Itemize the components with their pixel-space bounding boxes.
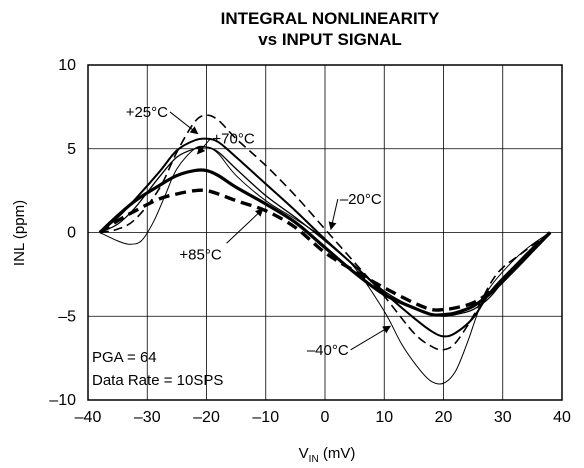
- plot-frame: [87, 64, 563, 401]
- x-tick-label: –40: [75, 409, 102, 426]
- x-axis-label: VIN (mV): [299, 445, 356, 465]
- x-tick-label: 30: [494, 409, 512, 426]
- annotation-label: –20°C: [340, 191, 382, 208]
- annotation-arrow: [226, 208, 264, 244]
- condition-data-rate: Data Rate = 10SPS: [92, 372, 223, 389]
- x-tick-label: –30: [134, 409, 161, 426]
- series-line: [99, 145, 551, 385]
- x-axis-label-main: V: [299, 445, 309, 462]
- series-line: [99, 114, 551, 351]
- annotation-label: +85°C: [179, 246, 221, 263]
- chart-title-line1: INTEGRAL NONLINEARITY: [221, 9, 440, 28]
- x-tick-label: 40: [553, 409, 571, 426]
- y-axis-label: INL (ppm): [11, 200, 28, 266]
- x-tick-label: 0: [321, 409, 330, 426]
- tick-labels: –40 –30 –20 –10 0 10 20 30 40 –10 –5 0 5 10: [49, 57, 571, 426]
- annotation-arrow: [350, 325, 392, 351]
- x-axis-label-sub: IN: [309, 454, 319, 465]
- chart-title-line2: vs INPUT SIGNAL: [258, 30, 402, 49]
- annotation-label: +25°C: [126, 104, 168, 121]
- annotation-arrow: [169, 111, 199, 135]
- annotation-label: –40°C: [307, 342, 349, 359]
- x-tick-label: 10: [375, 409, 393, 426]
- plot-border: [87, 64, 563, 401]
- x-tick-label: 20: [435, 409, 453, 426]
- x-tick-label: –10: [252, 409, 279, 426]
- y-tick-label: 10: [58, 57, 76, 74]
- condition-pga: PGA = 64: [92, 349, 157, 366]
- annotation-label: +70°C: [212, 131, 254, 148]
- y-tick-label: 5: [67, 141, 76, 158]
- series-line: [98, 168, 552, 317]
- y-tick-label: –5: [58, 308, 76, 325]
- y-tick-label: –10: [49, 392, 76, 409]
- annotation-arrow: [196, 138, 211, 155]
- x-tick-label: –20: [193, 409, 220, 426]
- series-annotations: +25°C +70°C –20°C +85°C –40°C: [126, 104, 392, 359]
- annotation-arrow: [328, 198, 339, 231]
- series-lines: [98, 114, 552, 385]
- x-axis-label-unit: (mV): [319, 445, 356, 462]
- y-tick-label: 0: [67, 225, 76, 242]
